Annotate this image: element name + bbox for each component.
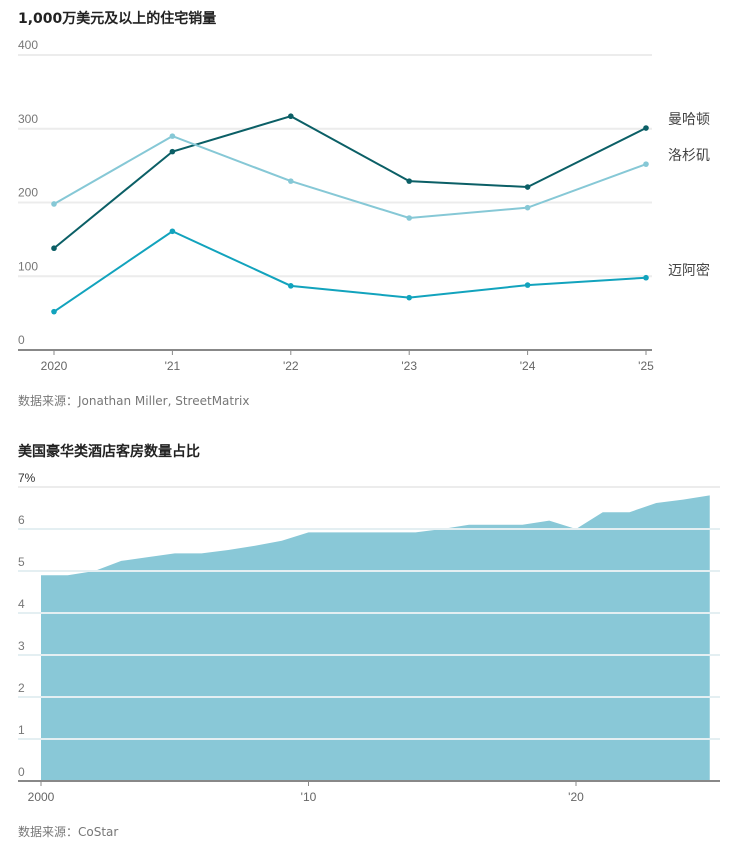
data-point: [51, 201, 57, 207]
data-point: [524, 184, 531, 190]
data-point: [524, 282, 531, 288]
series-label: 洛杉矶: [668, 147, 710, 163]
data-point: [169, 228, 176, 235]
y-tick-label: 0: [18, 765, 25, 779]
y-tick-label: 100: [18, 259, 38, 273]
x-tick-label: '10: [301, 790, 317, 804]
data-point: [169, 148, 176, 155]
data-point: [643, 125, 649, 131]
series-line-0: [53, 115, 647, 249]
x-tick-label: 2020: [41, 359, 68, 373]
data-point: [288, 113, 294, 120]
data-point: [406, 178, 413, 184]
chart1-title: 1,000万美元及以上的住宅销量: [18, 11, 217, 27]
chart1-source: 数据来源：Jonathan Miller, StreetMatrix: [18, 394, 250, 408]
line-chart: 0 100 200 300 400 2020 '21 '22 '23 '24 '25 曼哈顿洛杉矶迈阿…: [18, 38, 710, 373]
y-tick-label: 2: [18, 681, 25, 695]
series-line-2: [53, 230, 647, 313]
data-point: [643, 274, 649, 281]
series-label: 迈阿密: [668, 262, 710, 278]
x-tick-label: '20: [568, 790, 584, 804]
series-line-1: [53, 135, 647, 220]
y-tick-label: 400: [18, 38, 38, 52]
x-tick-label: '21: [165, 359, 181, 373]
y-tick-label: 7%: [18, 471, 36, 485]
series-label: 曼哈顿: [668, 111, 710, 127]
x-tick-label: '22: [283, 359, 299, 373]
y-tick-label: 5: [18, 555, 25, 569]
chart2-title: 美国豪华类酒店客房数量占比: [18, 444, 200, 460]
area-chart: 0 1 2 3 4 5 6 7% 2000 '10 '20: [18, 471, 720, 804]
area-fill: [41, 495, 710, 781]
data-point: [643, 161, 649, 167]
y-tick-label: 1: [18, 723, 25, 737]
chart2-source: 数据来源：CoStar: [18, 825, 119, 839]
data-point: [51, 245, 57, 252]
y-tick-label: 6: [18, 513, 25, 527]
data-point: [51, 308, 57, 315]
data-point: [406, 215, 413, 221]
y-tick-label: 0: [18, 333, 25, 347]
x-tick-label: 2000: [28, 790, 55, 804]
data-point: [288, 178, 294, 184]
data-point: [524, 204, 531, 211]
x-tick-label: '24: [520, 359, 536, 373]
data-point: [169, 133, 176, 139]
y-tick-label: 200: [18, 186, 38, 200]
x-tick-label: '23: [401, 359, 417, 373]
x-tick-label: '25: [638, 359, 654, 373]
y-tick-label: 300: [18, 112, 38, 126]
data-point: [406, 294, 413, 301]
y-tick-label: 4: [18, 597, 25, 611]
y-tick-label: 3: [18, 639, 25, 653]
data-point: [288, 283, 294, 289]
